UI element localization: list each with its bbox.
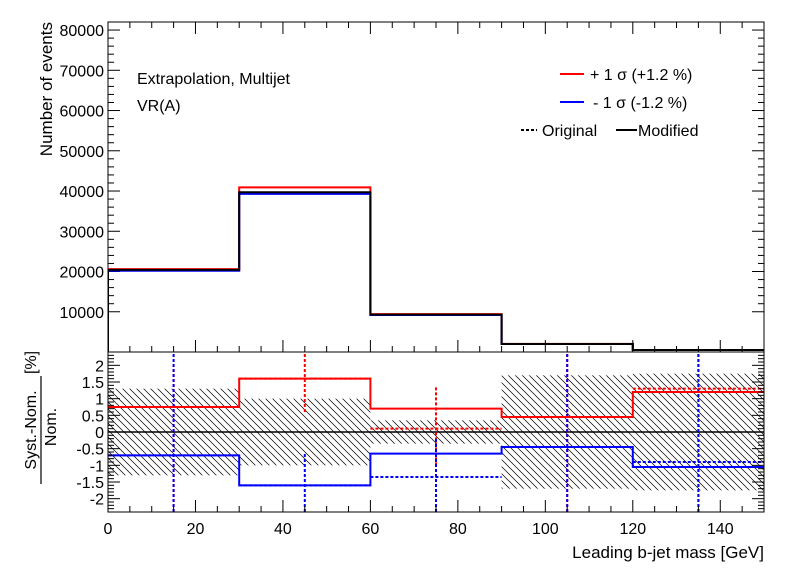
ratio-y-tick-label: -1.5 bbox=[76, 475, 104, 492]
x-tick-label: 100 bbox=[532, 521, 559, 538]
legend-down-label: - 1 σ (-1.2 %) bbox=[593, 95, 687, 112]
ratio-y-tick-label: 2 bbox=[95, 358, 104, 375]
modified-down-series bbox=[108, 446, 764, 487]
x-tick-label: 20 bbox=[187, 521, 205, 538]
x-axis-label: Leading b-jet mass [GeV] bbox=[572, 543, 764, 562]
modified-up-series bbox=[108, 377, 764, 418]
legend: + 1 σ (+1.2 %) - 1 σ (-1.2 %) Original M… bbox=[521, 67, 698, 140]
ratio-histograms bbox=[108, 352, 764, 512]
main-histograms bbox=[108, 186, 764, 352]
legend-modified-label: Modified bbox=[638, 123, 698, 140]
ratio-y-tick-label: -2 bbox=[90, 492, 104, 509]
main-y-tick-label: 70000 bbox=[60, 63, 105, 80]
x-tick-label: 140 bbox=[707, 521, 734, 538]
x-tick-label: 0 bbox=[104, 521, 113, 538]
ratio-ylabel-numerator: Syst.-Nom. bbox=[23, 390, 40, 469]
ratio-panel: 21.510.50-0.5-1-1.5-2 0 20 40 60 80 100 120 140… bbox=[23, 22, 765, 562]
ratio-y-tick-label: 1.5 bbox=[82, 375, 104, 392]
main-y-axis: 10000 20000 30000 40000 50000 60000 70000 80000 bbox=[60, 23, 764, 322]
main-y-tick-label: 60000 bbox=[60, 104, 105, 121]
ratio-y-tick-label: 0 bbox=[95, 425, 104, 442]
legend-original-label: Original bbox=[542, 123, 597, 140]
main-y-tick-label: 50000 bbox=[60, 144, 105, 161]
ratio-y-tick-label: -0.5 bbox=[76, 442, 104, 459]
main-y-tick-label: 80000 bbox=[60, 23, 105, 40]
x-tick-label: 40 bbox=[274, 521, 292, 538]
ratio-y-axis: 21.510.50-0.5-1-1.5-2 bbox=[76, 354, 764, 513]
main-y-axis-label: Number of events bbox=[37, 22, 56, 156]
x-axis: 0 20 40 60 80 100 120 140 bbox=[104, 22, 765, 538]
main-y-tick-label: 20000 bbox=[60, 265, 105, 282]
main-series--1-1-2- bbox=[108, 192, 764, 352]
x-tick-label: 80 bbox=[449, 521, 467, 538]
ratio-ylabel-unit: [%] bbox=[23, 351, 40, 374]
main-series-nominal bbox=[108, 191, 764, 352]
ratio-y-tick-label: 0.5 bbox=[82, 408, 104, 425]
legend-up-label: + 1 σ (+1.2 %) bbox=[590, 67, 692, 84]
main-y-tick-label: 40000 bbox=[60, 184, 105, 201]
ratio-y-axis-label: Syst.-Nom. Nom. [%] bbox=[23, 351, 60, 484]
ratio-y-tick-label: -1 bbox=[90, 458, 104, 475]
main-panel: 10000 20000 30000 40000 50000 60000 70000 80000… bbox=[37, 21, 765, 353]
x-tick-label: 120 bbox=[619, 521, 646, 538]
main-y-tick-label: 10000 bbox=[60, 305, 105, 322]
ratio-ylabel-denominator: Nom. bbox=[43, 408, 60, 446]
ratio-y-tick-label: 1 bbox=[95, 392, 104, 409]
x-tick-label: 60 bbox=[362, 521, 380, 538]
annotation-region: Extrapolation, Multijet bbox=[137, 71, 291, 88]
annotation-selection: VR(A) bbox=[137, 98, 181, 115]
main-y-tick-label: 30000 bbox=[60, 224, 105, 241]
